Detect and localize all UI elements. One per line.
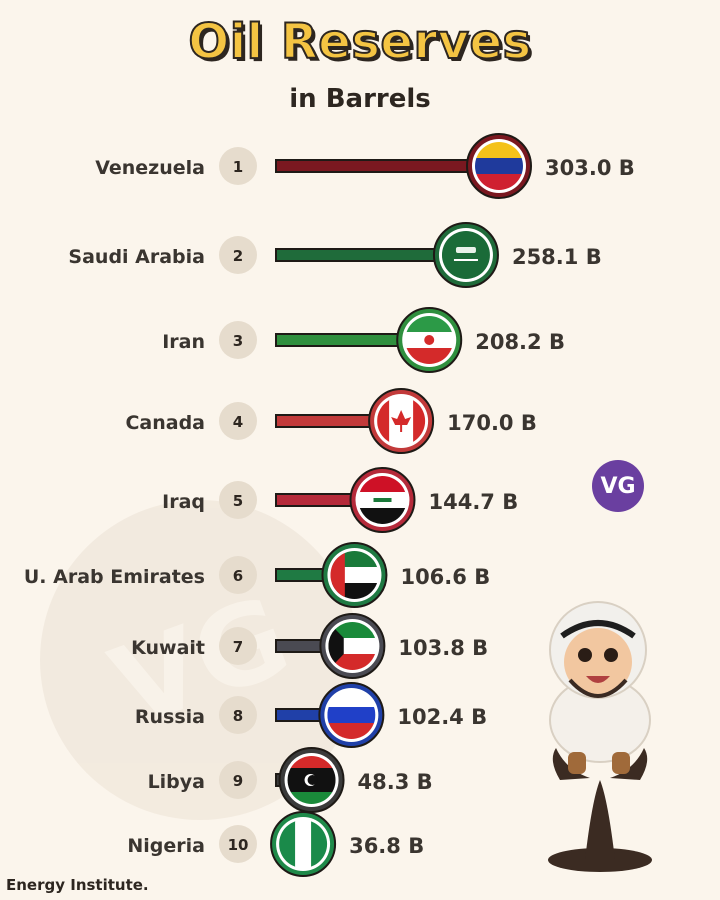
rank-number: 6 xyxy=(233,567,243,585)
country-label: Venezuela xyxy=(95,157,205,179)
flag-kuwait-icon xyxy=(328,622,377,670)
rank-number: 8 xyxy=(233,707,243,725)
rank-number: 9 xyxy=(233,772,243,790)
country-label: Nigeria xyxy=(127,835,205,857)
value-label: 103.8 B xyxy=(398,636,488,660)
flag-uae-icon xyxy=(330,551,379,599)
value-label: 48.3 B xyxy=(358,770,433,794)
chart-title: Oil Reserves xyxy=(187,13,532,71)
rank-badge xyxy=(219,627,257,665)
value-label: 303.0 B xyxy=(545,156,635,180)
flag-venezuela-icon xyxy=(475,142,523,190)
rank-badge xyxy=(219,402,257,440)
rank-badge xyxy=(219,481,257,519)
rank-badge xyxy=(219,825,257,863)
rank-number: 10 xyxy=(228,836,249,854)
rank-number: 2 xyxy=(233,247,243,265)
country-label: Saudi Arabia xyxy=(68,246,205,268)
rank-number: 7 xyxy=(233,638,243,656)
country-label: Kuwait xyxy=(131,637,205,659)
value-label: 102.4 B xyxy=(397,705,487,729)
source-note: Energy Institute. xyxy=(6,876,149,894)
country-label: Russia xyxy=(135,706,205,728)
chart-subtitle: in Barrels xyxy=(289,84,431,114)
rank-badge xyxy=(219,696,257,734)
country-label: Iraq xyxy=(162,491,205,513)
value-label: 144.7 B xyxy=(428,490,518,514)
rank-number: 4 xyxy=(233,413,243,431)
rank-number: 5 xyxy=(233,492,243,510)
country-label: Canada xyxy=(125,412,205,434)
rank-badge xyxy=(219,147,257,185)
bar xyxy=(275,159,500,173)
rank-badge xyxy=(219,761,257,799)
flag-iran-icon xyxy=(405,316,454,364)
rank-badge xyxy=(219,556,257,594)
rank-badge xyxy=(219,236,257,274)
rank-number: 3 xyxy=(233,332,243,350)
vg-badge: VG xyxy=(592,460,644,512)
flag-iraq-icon xyxy=(358,476,407,524)
flag-russia-icon xyxy=(327,691,376,739)
flag-nigeria-icon xyxy=(279,820,328,868)
country-label: Iran xyxy=(162,331,205,353)
flag-saudi-arabia-icon xyxy=(441,231,490,279)
rank-badge xyxy=(219,321,257,359)
country-label: Libya xyxy=(148,771,205,793)
value-label: 106.6 B xyxy=(400,565,490,589)
mascot-illustration xyxy=(548,601,652,872)
value-label: 36.8 B xyxy=(349,834,424,858)
rank-number: 1 xyxy=(233,158,243,176)
country-label: U. Arab Emirates xyxy=(24,566,205,588)
value-label: 208.2 B xyxy=(475,330,565,354)
value-label: 170.0 B xyxy=(447,411,537,435)
value-label: 258.1 B xyxy=(512,245,602,269)
